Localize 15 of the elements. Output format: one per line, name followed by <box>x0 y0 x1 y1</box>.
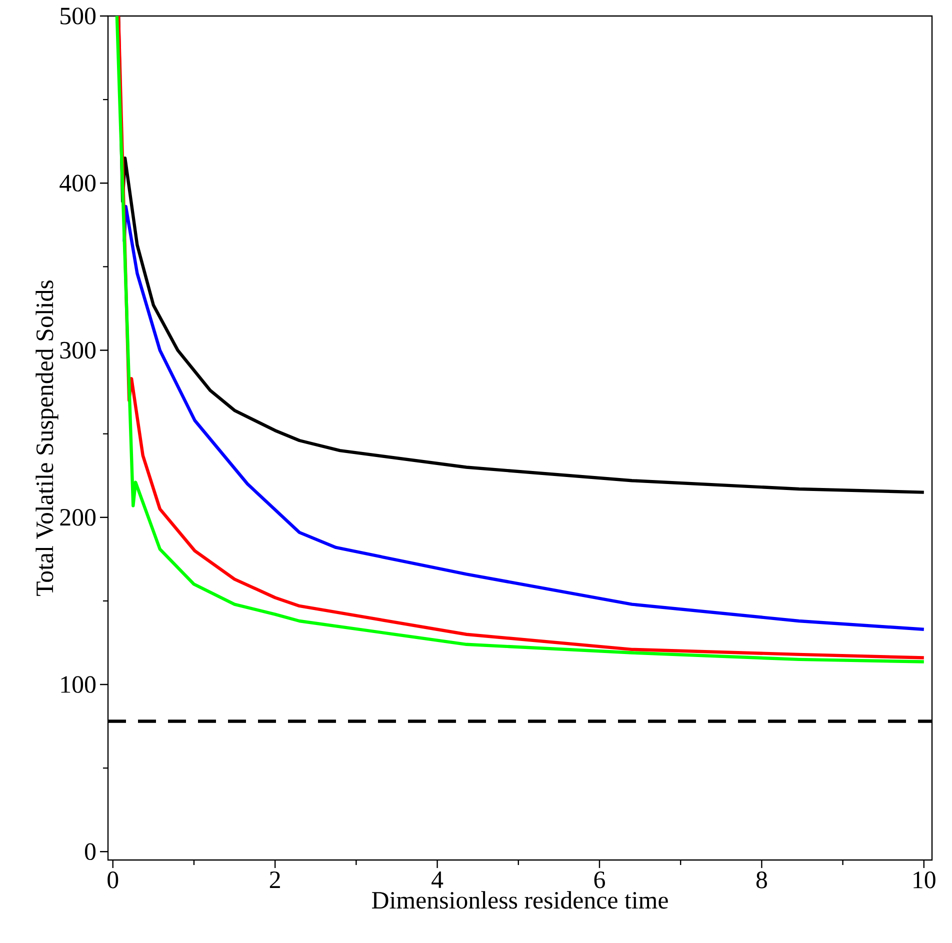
y-tick-label: 100 <box>61 676 96 693</box>
y-tick-label: 300 <box>60 342 96 359</box>
x-tick-label: 6 <box>594 872 605 888</box>
x-tick-label: 8 <box>756 872 767 888</box>
x-tick-label: 4 <box>432 872 444 888</box>
x-tick-label: 0 <box>108 872 118 888</box>
y-tick-label: 0 <box>84 843 96 860</box>
y-tick-label: 200 <box>60 508 96 526</box>
y-tick-label: 500 <box>60 8 96 24</box>
line-series <box>122 204 926 631</box>
y-tick-label: 400 <box>60 174 96 192</box>
y-axis-title: Total Volatile Suspended Solids <box>36 280 58 596</box>
x-tick-label: 2 <box>270 872 280 888</box>
x-tick-label: 10 <box>914 872 936 888</box>
x-axis-title: Dimensionless residence time <box>372 891 668 909</box>
